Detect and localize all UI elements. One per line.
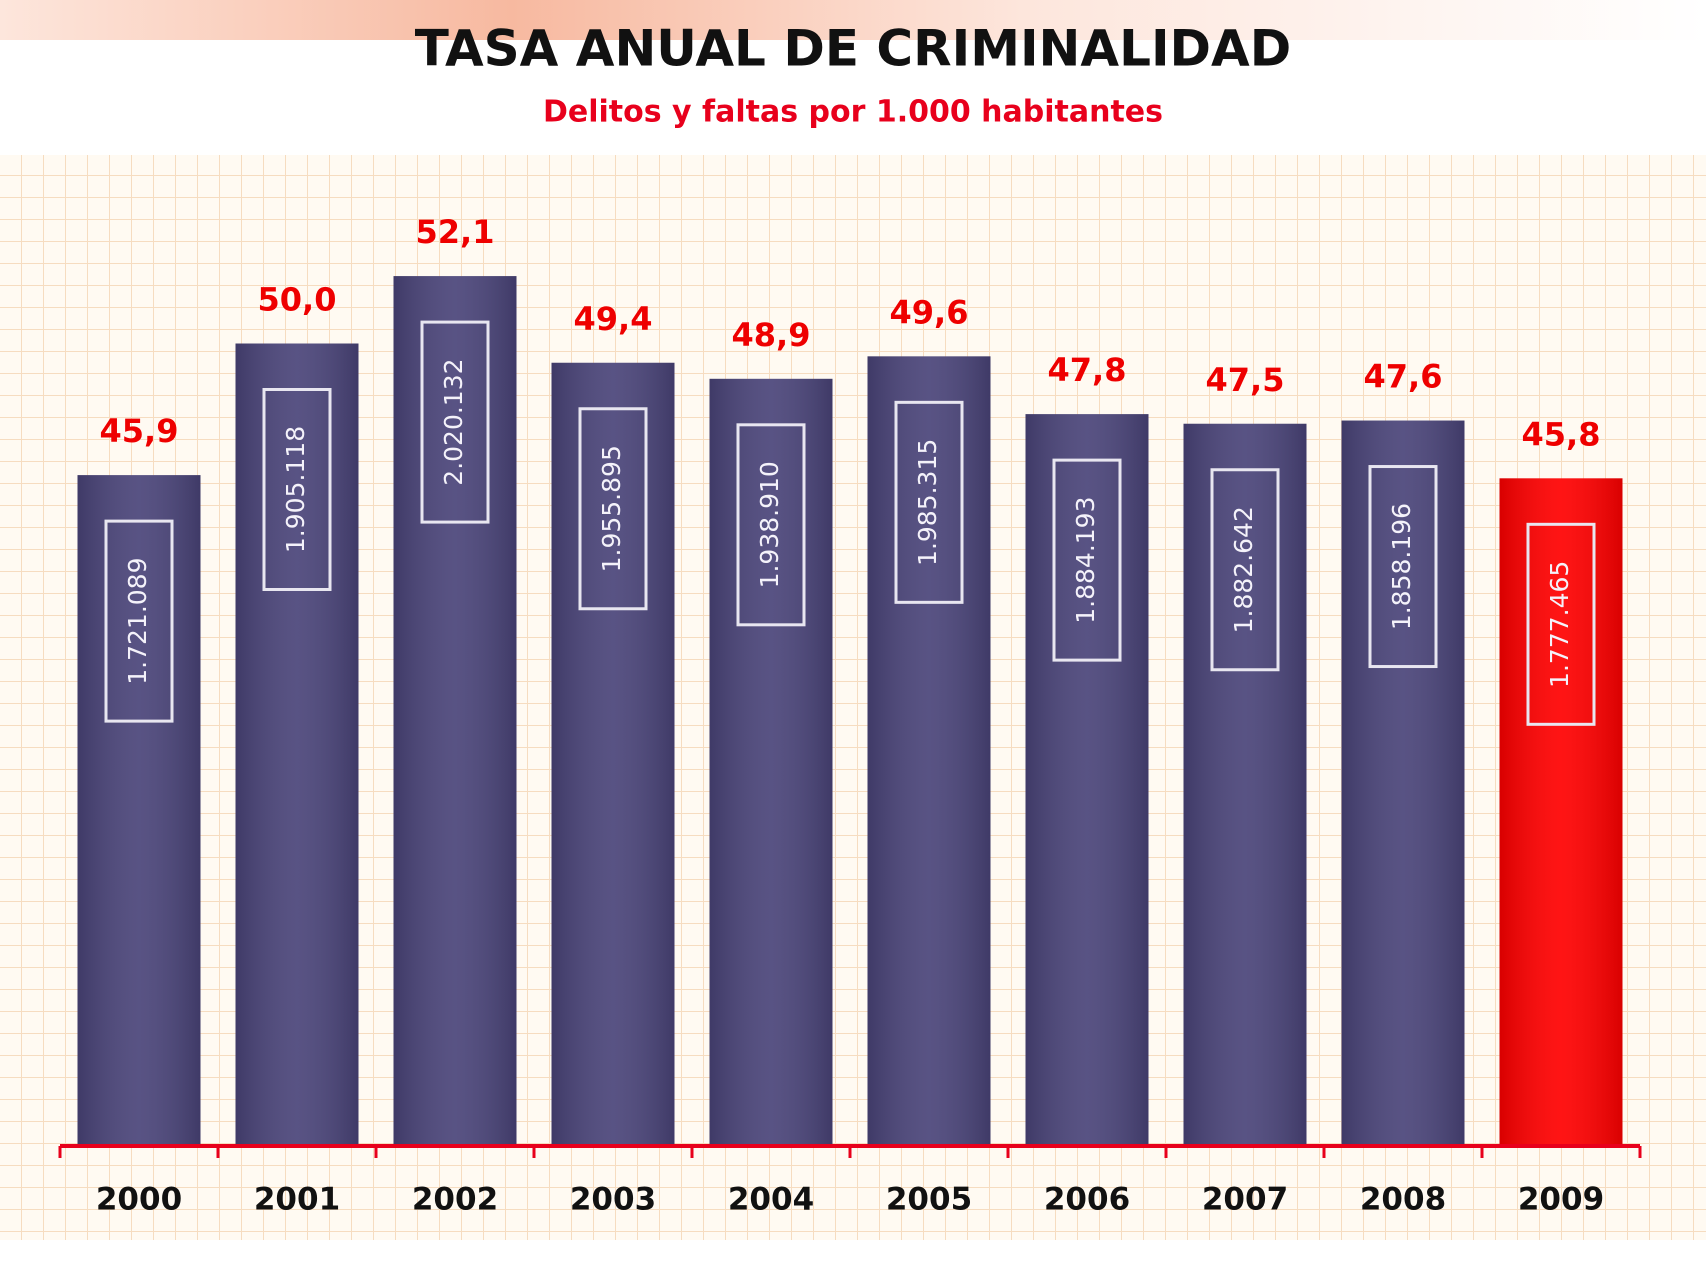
bar-label-box [420,320,490,524]
bar-label: 1.985.315 [913,439,942,566]
value-label: 47,6 [1364,358,1443,396]
bar-label: 1.884.193 [1071,497,1100,624]
top-band [0,0,1706,40]
value-label: 49,6 [890,293,969,331]
bar-shade [393,276,517,1147]
x-tick-label: 2002 [412,1182,498,1218]
bar-shade [1341,420,1465,1146]
bar-shade [235,343,359,1146]
x-tick-label: 2001 [254,1182,340,1218]
bar-label-box [1526,522,1596,726]
bar-label: 1.938.910 [755,461,784,588]
bar-label: 1.858.196 [1387,503,1416,630]
bar-label: 1.721.089 [123,557,152,684]
value-label: 47,5 [1206,361,1285,399]
bar-label: 1.777.465 [1545,561,1574,688]
x-tick-label: 2000 [96,1182,182,1218]
value-label: 49,4 [574,300,653,338]
bar-shade [1183,423,1307,1146]
value-label: 52,1 [416,213,495,251]
bar-shade [709,378,833,1146]
x-tick-label: 2003 [570,1182,656,1218]
bar-label: 1.955.895 [597,445,626,572]
bar-shade [867,356,991,1147]
value-label: 45,8 [1522,415,1601,453]
x-tick-label: 2007 [1202,1182,1288,1218]
bar-label-box [736,423,806,627]
bar-shade [77,475,201,1146]
x-tick-label: 2005 [886,1182,972,1218]
bar-label-box [1210,468,1280,672]
bar-label-box [894,400,964,604]
chart-title: TASA ANUAL DE CRIMINALIDAD [415,20,1292,78]
x-tick-label: 2009 [1518,1182,1604,1218]
x-tick-label: 2008 [1360,1182,1446,1218]
bar-label: 2.020.132 [439,358,468,485]
bar-label-box [1368,465,1438,669]
x-tick-label: 2006 [1044,1182,1130,1218]
bar-label-box [1052,458,1122,662]
bar-label-box [578,407,648,611]
bar-shade [551,362,675,1146]
value-label: 48,9 [732,316,811,354]
chart-subtitle: Delitos y faltas por 1.000 habitantes [543,95,1163,130]
x-tick-label: 2004 [728,1182,814,1218]
value-label: 50,0 [258,281,337,319]
value-label: 45,9 [100,412,179,450]
bar-label: 1.905.118 [281,426,310,553]
bar-label-box [104,519,174,723]
bar-shade [1025,414,1149,1146]
value-label: 47,8 [1048,351,1127,389]
bar-label: 1.882.642 [1229,506,1258,633]
bar-label-box [262,388,332,591]
bar-shade [1499,478,1623,1146]
